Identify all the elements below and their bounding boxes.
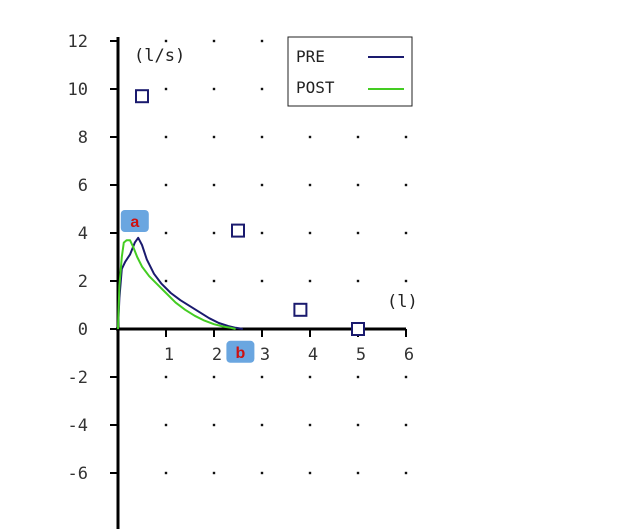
grid-dot: [356, 471, 360, 475]
grid-dot: [212, 423, 216, 427]
grid-dot: [356, 183, 360, 187]
grid-dot: [404, 231, 408, 235]
grid-dot: [212, 375, 216, 379]
badge-label-b: b: [236, 345, 246, 362]
grid-dot: [308, 231, 312, 235]
grid-dot: [356, 423, 360, 427]
badges: ab: [120, 210, 255, 363]
grid-dot: [404, 423, 408, 427]
grid-dot: [260, 135, 264, 139]
badge-label-a: a: [130, 214, 139, 231]
grid-dot: [260, 471, 264, 475]
y-tick-label: -6: [68, 464, 88, 484]
x-tick-label: 4: [308, 345, 318, 365]
grid-dot: [260, 279, 264, 283]
series-line-pre: [117, 236, 244, 330]
grid-dot: [164, 279, 168, 283]
grid-dot: [212, 39, 216, 43]
grid-dot: [404, 375, 408, 379]
grid-dot: [260, 183, 264, 187]
grid-dot: [260, 423, 264, 427]
grid-dot: [212, 87, 216, 91]
grid-dot: [212, 471, 216, 475]
x-tick-label: 5: [356, 345, 366, 365]
grid-dot: [404, 135, 408, 139]
series-lines: [117, 236, 244, 330]
y-tick-label: 2: [78, 272, 88, 292]
legend-box: [287, 36, 413, 107]
grid-dot: [308, 183, 312, 187]
grid-dot: [260, 87, 264, 91]
x-tick-label: 6: [404, 345, 414, 365]
y-tick-label: -4: [68, 416, 88, 436]
y-tick-label: 10: [68, 80, 88, 100]
x-tick-label: 1: [164, 345, 174, 365]
grid-dot: [212, 183, 216, 187]
grid-dot: [212, 135, 216, 139]
grid-dot: [164, 231, 168, 235]
grid-dot: [308, 471, 312, 475]
grid-dot: [260, 39, 264, 43]
square-markers: [135, 89, 365, 336]
grid-dot: [404, 279, 408, 283]
grid-dot: [164, 183, 168, 187]
grid-dot: [356, 279, 360, 283]
axes: [116, 37, 406, 529]
grid-dot: [164, 471, 168, 475]
legend-label-post: POST: [296, 78, 335, 97]
x-tick-label: 2: [212, 345, 222, 365]
grid-dot: [404, 471, 408, 475]
y-tick-label: 4: [78, 224, 88, 244]
y-tick-label: 6: [78, 176, 88, 196]
grid-dot: [356, 135, 360, 139]
y-tick-label: 8: [78, 128, 88, 148]
badge-b: [226, 340, 255, 363]
badge-a: [120, 210, 149, 232]
square-marker: [231, 223, 245, 238]
grid-dot: [404, 183, 408, 187]
grid-dot: [164, 39, 168, 43]
y-tick-label: 12: [68, 32, 88, 52]
legend-label-pre: PRE: [296, 47, 325, 66]
grid-dot: [164, 375, 168, 379]
grid-dot: [260, 375, 264, 379]
square-marker: [293, 302, 308, 317]
grid-dot: [260, 231, 264, 235]
grid-dot: [308, 135, 312, 139]
grid-dot: [308, 423, 312, 427]
square-marker: [135, 89, 149, 104]
square-marker: [351, 322, 365, 336]
y-tick-label: -2: [68, 368, 88, 388]
grid-dot: [212, 231, 216, 235]
y-unit-label: (l/s): [134, 46, 185, 66]
grid-dot: [212, 279, 216, 283]
grid-dot: [356, 375, 360, 379]
x-unit-label: (l): [387, 292, 418, 312]
grid-dot: [164, 135, 168, 139]
legend: PRE POST: [287, 36, 413, 107]
grid-dot: [164, 87, 168, 91]
y-tick-label: 0: [78, 320, 88, 340]
grid-dot: [308, 279, 312, 283]
grid-dot: [356, 231, 360, 235]
series-line-post: [117, 239, 236, 330]
grid-dot: [164, 423, 168, 427]
grid-dot: [308, 375, 312, 379]
x-tick-label: 3: [260, 345, 270, 365]
